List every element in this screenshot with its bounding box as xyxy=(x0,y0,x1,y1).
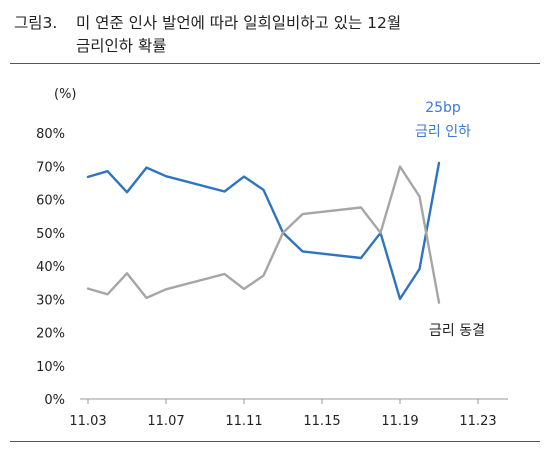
figure-title-line1: 미 연준 인사 발언에 따라 일희일비하고 있는 12월 xyxy=(76,14,402,32)
caption-divider xyxy=(10,63,540,64)
y-tick-label: 70% xyxy=(36,160,65,175)
x-tick-label: 11.07 xyxy=(147,414,184,429)
footer-divider xyxy=(10,441,540,442)
y-tick-label: 10% xyxy=(36,360,65,375)
x-tick-label: 11.11 xyxy=(225,414,262,429)
y-axis-ticks: 80% 70% 60% 50% 40% 30% 20% 10% 0% xyxy=(36,127,65,408)
series-label-rate-cut: 25bp xyxy=(425,100,461,116)
series-line-1 xyxy=(86,161,441,301)
y-axis-unit: (%) xyxy=(54,87,77,102)
y-tick-label: 50% xyxy=(36,227,65,242)
series-line-2 xyxy=(86,165,441,304)
y-tick-label: 60% xyxy=(36,194,65,209)
series-label-rate-hold: 금리 동결 xyxy=(429,323,485,339)
figure-number: 그림3. xyxy=(14,14,58,32)
series-label-rate-cut: 금리 인하 xyxy=(415,124,471,140)
figure-caption: 그림3. 미 연준 인사 발언에 따라 일희일비하고 있는 12월 금리인하 확률 xyxy=(14,12,534,58)
y-tick-label: 40% xyxy=(36,260,65,275)
x-axis-tick-marks xyxy=(87,399,479,404)
y-tick-label: 20% xyxy=(36,327,65,342)
x-axis-ticks: 11.03 11.07 11.11 11.15 11.19 11.23 xyxy=(69,414,496,429)
x-tick-label: 11.23 xyxy=(459,414,496,429)
y-tick-label: 0% xyxy=(44,393,65,408)
y-tick-label: 30% xyxy=(36,293,65,308)
figure-title-line2: 금리인하 확률 xyxy=(76,37,167,55)
series-lines xyxy=(86,161,441,304)
y-tick-label: 80% xyxy=(36,127,65,142)
x-tick-label: 11.03 xyxy=(69,414,106,429)
x-tick-label: 11.19 xyxy=(381,414,418,429)
x-tick-label: 11.15 xyxy=(303,414,340,429)
